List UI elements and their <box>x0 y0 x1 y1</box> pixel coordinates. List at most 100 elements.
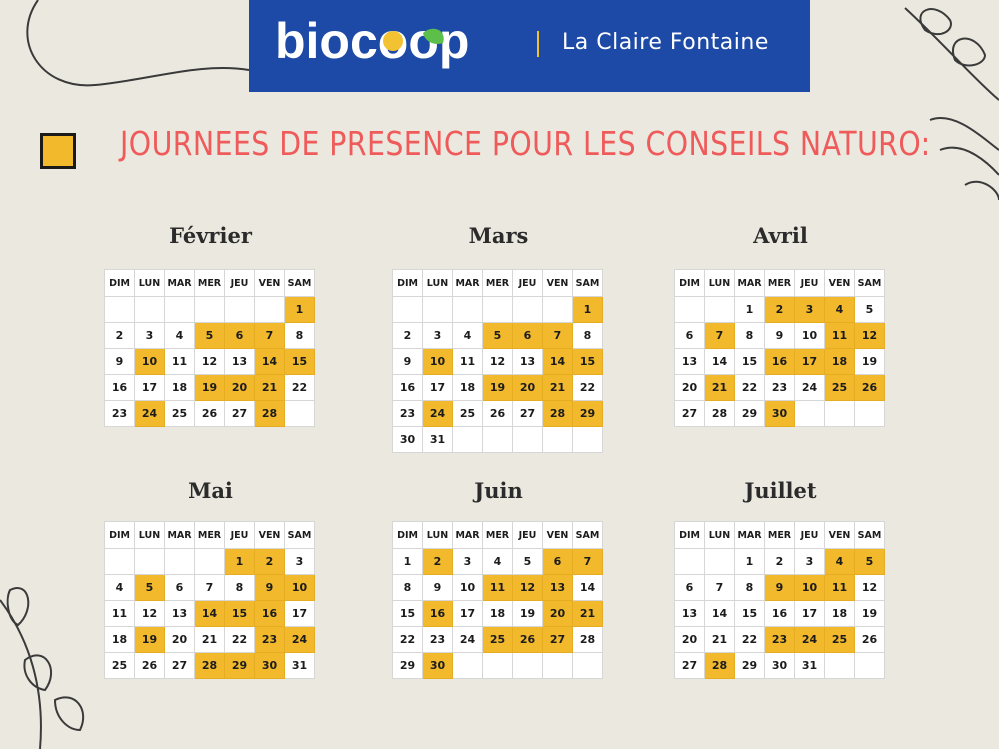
day-cell: 29 <box>734 652 765 679</box>
weekday-header: SAM <box>284 269 315 297</box>
week-row: 1 <box>104 296 315 323</box>
day-cell-presence: 25 <box>482 626 513 653</box>
week-row: 9 10 11 12 13 14 15 <box>104 348 315 375</box>
day-cell-presence: 28 <box>542 400 573 427</box>
day-cell: 17 <box>422 374 453 401</box>
day-cell-presence: 28 <box>194 652 225 679</box>
week-row: 13 14 15 16 17 18 19 <box>674 348 885 375</box>
day-cell-presence: 15 <box>572 348 603 375</box>
weekday-header: MER <box>194 521 225 549</box>
day-cell: 16 <box>392 374 423 401</box>
day-cell: 21 <box>194 626 225 653</box>
day-cell-presence: 6 <box>512 322 543 349</box>
day-cell: 7 <box>194 574 225 601</box>
month-title-mars: Mars <box>468 223 529 248</box>
day-cell: 22 <box>224 626 255 653</box>
day-cell: 9 <box>422 574 453 601</box>
weekday-header: VEN <box>254 521 285 549</box>
month-title-juin: Juin <box>474 478 523 503</box>
day-cell: 22 <box>392 626 423 653</box>
empty-cell <box>104 548 135 575</box>
day-cell: 7 <box>704 574 735 601</box>
empty-cell <box>704 296 735 323</box>
day-cell-presence: 19 <box>194 374 225 401</box>
day-cell-presence: 1 <box>284 296 315 323</box>
weekday-header: SAM <box>572 269 603 297</box>
day-cell: 19 <box>512 600 543 627</box>
day-cell-presence: 20 <box>512 374 543 401</box>
calendar-avril: DIM LUN MAR MER JEU VEN SAM 1 2 3 4 5 6 7 8 9 10 11 12 13 14… <box>674 269 885 427</box>
day-cell: 6 <box>164 574 195 601</box>
empty-cell <box>854 400 885 427</box>
day-cell-presence: 14 <box>194 600 225 627</box>
day-cell-presence: 20 <box>542 600 573 627</box>
weekday-header: DIM <box>674 269 705 297</box>
week-row: 11 12 13 14 15 16 17 <box>104 600 315 627</box>
day-cell: 11 <box>104 600 135 627</box>
day-cell: 29 <box>392 652 423 679</box>
day-cell-presence: 2 <box>422 548 453 575</box>
empty-cell <box>452 652 483 679</box>
day-cell: 14 <box>704 348 735 375</box>
day-cell: 8 <box>734 574 765 601</box>
day-cell-presence: 15 <box>224 600 255 627</box>
weekday-header-row: DIM LUN MAR MER JEU VEN SAM <box>674 521 885 549</box>
weekday-header: JEU <box>794 521 825 549</box>
day-cell-presence: 19 <box>134 626 165 653</box>
day-cell: 29 <box>734 400 765 427</box>
day-cell-presence: 16 <box>422 600 453 627</box>
empty-cell <box>194 296 225 323</box>
week-row: 6 7 8 9 10 11 12 <box>674 574 885 601</box>
day-cell: 4 <box>164 322 195 349</box>
month-title-fvrier: Février <box>169 223 252 248</box>
biocoop-logo: biocoop <box>275 10 485 84</box>
weekday-header: JEU <box>224 269 255 297</box>
weekday-header: LUN <box>134 521 165 549</box>
week-row: 22 23 24 25 26 27 28 <box>392 626 603 653</box>
day-cell: 18 <box>482 600 513 627</box>
empty-cell <box>422 296 453 323</box>
day-cell-presence: 13 <box>542 574 573 601</box>
week-row: 23 24 25 26 27 28 29 <box>392 400 603 427</box>
empty-cell <box>254 296 285 323</box>
empty-cell <box>542 426 573 453</box>
day-cell-presence: 18 <box>824 348 855 375</box>
day-cell: 23 <box>422 626 453 653</box>
page-title: JOURNEES DE PRESENCE POUR LES CONSEILS N… <box>120 124 931 163</box>
day-cell: 9 <box>392 348 423 375</box>
day-cell-presence: 9 <box>254 574 285 601</box>
day-cell: 8 <box>734 322 765 349</box>
day-cell-presence: 20 <box>224 374 255 401</box>
weekday-header: SAM <box>284 521 315 549</box>
day-cell: 1 <box>734 296 765 323</box>
day-cell: 25 <box>164 400 195 427</box>
calendar-fvrier: DIM LUN MAR MER JEU VEN SAM 1 2 3 4 5 6 7 8 9 10 11 12 13 14… <box>104 269 315 427</box>
day-cell: 24 <box>452 626 483 653</box>
day-cell: 22 <box>734 374 765 401</box>
weekday-header: MAR <box>164 521 195 549</box>
day-cell-presence: 5 <box>134 574 165 601</box>
day-cell: 15 <box>392 600 423 627</box>
day-cell: 3 <box>134 322 165 349</box>
day-cell: 3 <box>794 548 825 575</box>
day-cell: 27 <box>224 400 255 427</box>
day-cell: 23 <box>104 400 135 427</box>
day-cell-presence: 10 <box>422 348 453 375</box>
day-cell-presence: 10 <box>134 348 165 375</box>
weekday-header: SAM <box>854 269 885 297</box>
weekday-header: VEN <box>542 521 573 549</box>
day-cell: 27 <box>674 400 705 427</box>
weekday-header: MER <box>482 269 513 297</box>
weekday-header: JEU <box>512 269 543 297</box>
day-cell-presence: 29 <box>224 652 255 679</box>
empty-cell <box>134 296 165 323</box>
day-cell: 19 <box>854 600 885 627</box>
day-cell: 28 <box>704 400 735 427</box>
day-cell: 23 <box>392 400 423 427</box>
day-cell: 13 <box>674 348 705 375</box>
day-cell: 27 <box>512 400 543 427</box>
day-cell: 4 <box>482 548 513 575</box>
calendar-mars: DIM LUN MAR MER JEU VEN SAM 1 2 3 4 5 6 7 8 9 10 11 12 13 14… <box>392 269 603 453</box>
day-cell-presence: 7 <box>572 548 603 575</box>
empty-cell <box>224 296 255 323</box>
